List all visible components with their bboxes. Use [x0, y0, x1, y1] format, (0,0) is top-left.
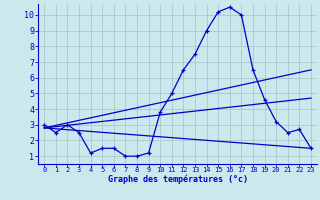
X-axis label: Graphe des températures (°c): Graphe des températures (°c): [108, 175, 248, 184]
